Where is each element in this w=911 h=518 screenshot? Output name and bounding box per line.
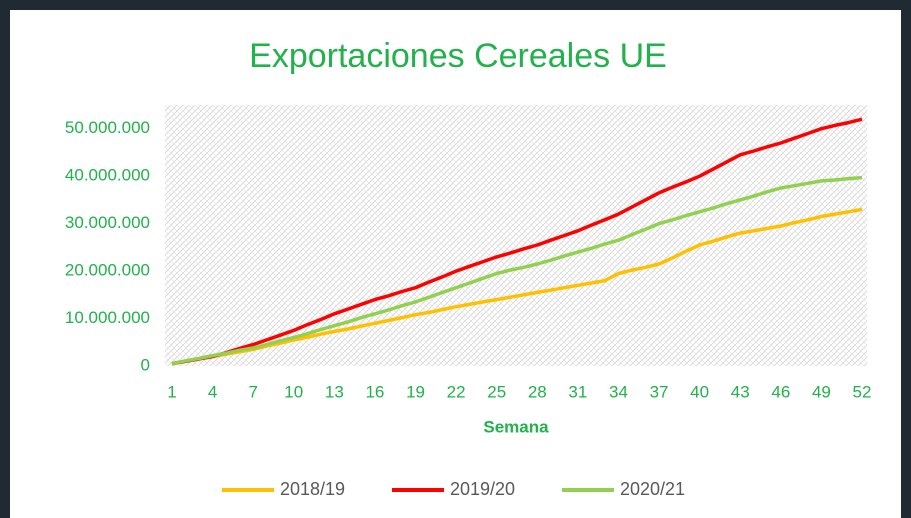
x-tick-label: 10: [284, 382, 303, 401]
chart-title: Exportaciones Cereales UE: [249, 37, 667, 75]
x-tick-label: 52: [853, 382, 872, 401]
x-tick-label: 1: [167, 382, 176, 401]
plot-area: [165, 105, 867, 366]
y-tick-label: 40.000.000: [65, 166, 150, 185]
legend-label: 2019/20: [450, 479, 515, 499]
x-tick-label: 16: [365, 382, 384, 401]
x-tick-label: 25: [487, 382, 506, 401]
legend-label: 2018/19: [280, 479, 345, 499]
x-tick-label: 22: [447, 382, 466, 401]
x-tick-label: 40: [690, 382, 709, 401]
x-tick-label: 34: [609, 382, 628, 401]
series-line: [171, 207, 863, 366]
series-line: [171, 175, 863, 366]
x-tick-label: 4: [208, 382, 217, 401]
x-tick-label: 28: [528, 382, 547, 401]
x-tick-label: 46: [771, 382, 790, 401]
x-tick-label: 49: [812, 382, 831, 401]
y-tick-label: 0: [141, 355, 150, 374]
y-tick-label: 20.000.000: [65, 261, 150, 280]
x-tick-label: 37: [650, 382, 669, 401]
x-tick-label: 43: [731, 382, 750, 401]
y-tick-label: 30.000.000: [65, 213, 150, 232]
x-axis-label: Semana: [483, 417, 549, 436]
series-line: [171, 117, 863, 366]
legend-label: 2020/21: [620, 479, 685, 499]
y-tick-label: 50.000.000: [65, 118, 150, 137]
x-tick-label: 19: [406, 382, 425, 401]
x-tick-label: 7: [248, 382, 257, 401]
y-tick-label: 10.000.000: [65, 308, 150, 327]
x-tick-label: 13: [325, 382, 344, 401]
x-tick-label: 31: [568, 382, 587, 401]
